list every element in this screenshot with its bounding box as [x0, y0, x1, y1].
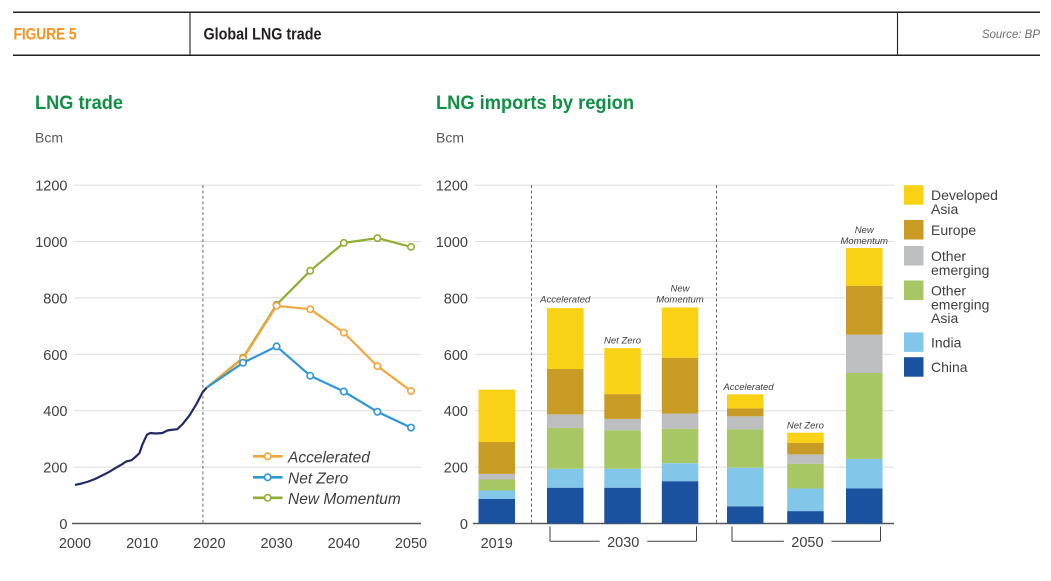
svg-text:emerging: emerging — [931, 262, 989, 278]
svg-text:800: 800 — [43, 291, 67, 307]
svg-text:Other: Other — [931, 248, 966, 264]
svg-text:2030: 2030 — [607, 535, 639, 551]
svg-text:0: 0 — [460, 517, 468, 533]
svg-text:Bcm: Bcm — [436, 130, 464, 146]
svg-text:Bcm: Bcm — [35, 130, 63, 146]
svg-text:LNG trade: LNG trade — [35, 93, 123, 114]
svg-text:Global LNG trade: Global LNG trade — [204, 26, 322, 44]
svg-text:Net Zero: Net Zero — [288, 470, 349, 487]
svg-text:1000: 1000 — [35, 235, 67, 251]
svg-text:1200: 1200 — [35, 179, 67, 195]
svg-text:2010: 2010 — [126, 536, 158, 552]
svg-text:2040: 2040 — [328, 536, 360, 552]
svg-text:China: China — [931, 359, 968, 375]
svg-text:Accelerated: Accelerated — [287, 449, 371, 466]
svg-text:Developed: Developed — [931, 187, 998, 203]
svg-text:1000: 1000 — [436, 235, 468, 251]
svg-text:0: 0 — [59, 517, 67, 533]
svg-text:Europe: Europe — [931, 222, 976, 238]
svg-text:2019: 2019 — [481, 536, 513, 552]
svg-text:2050: 2050 — [395, 536, 427, 552]
svg-text:Source: BP: Source: BP — [982, 29, 1040, 41]
svg-text:FIGURE 5: FIGURE 5 — [14, 26, 77, 44]
svg-text:2020: 2020 — [193, 536, 225, 552]
svg-text:LNG imports by region: LNG imports by region — [436, 93, 634, 114]
svg-text:New: New — [670, 284, 690, 295]
svg-text:400: 400 — [444, 404, 468, 420]
svg-text:2030: 2030 — [260, 536, 292, 552]
svg-text:200: 200 — [444, 461, 468, 477]
svg-text:New: New — [855, 225, 875, 236]
svg-text:Asia: Asia — [931, 310, 958, 326]
svg-text:Momentum: Momentum — [840, 236, 888, 247]
svg-text:600: 600 — [444, 348, 468, 364]
svg-text:Net Zero: Net Zero — [787, 421, 824, 432]
svg-text:Accelerated: Accelerated — [539, 295, 591, 306]
svg-text:Asia: Asia — [931, 201, 958, 217]
svg-text:200: 200 — [43, 461, 67, 477]
svg-text:2050: 2050 — [791, 535, 823, 551]
svg-text:emerging: emerging — [931, 296, 989, 312]
svg-text:400: 400 — [43, 404, 67, 420]
svg-text:800: 800 — [444, 291, 468, 307]
svg-text:India: India — [931, 334, 962, 350]
svg-text:Accelerated: Accelerated — [722, 382, 774, 393]
svg-text:1200: 1200 — [436, 179, 468, 195]
svg-text:Net Zero: Net Zero — [604, 336, 641, 347]
svg-text:600: 600 — [43, 348, 67, 364]
svg-text:New Momentum: New Momentum — [288, 491, 401, 508]
svg-text:Momentum: Momentum — [656, 295, 704, 306]
svg-text:Other: Other — [931, 283, 966, 299]
svg-text:2000: 2000 — [59, 536, 91, 552]
